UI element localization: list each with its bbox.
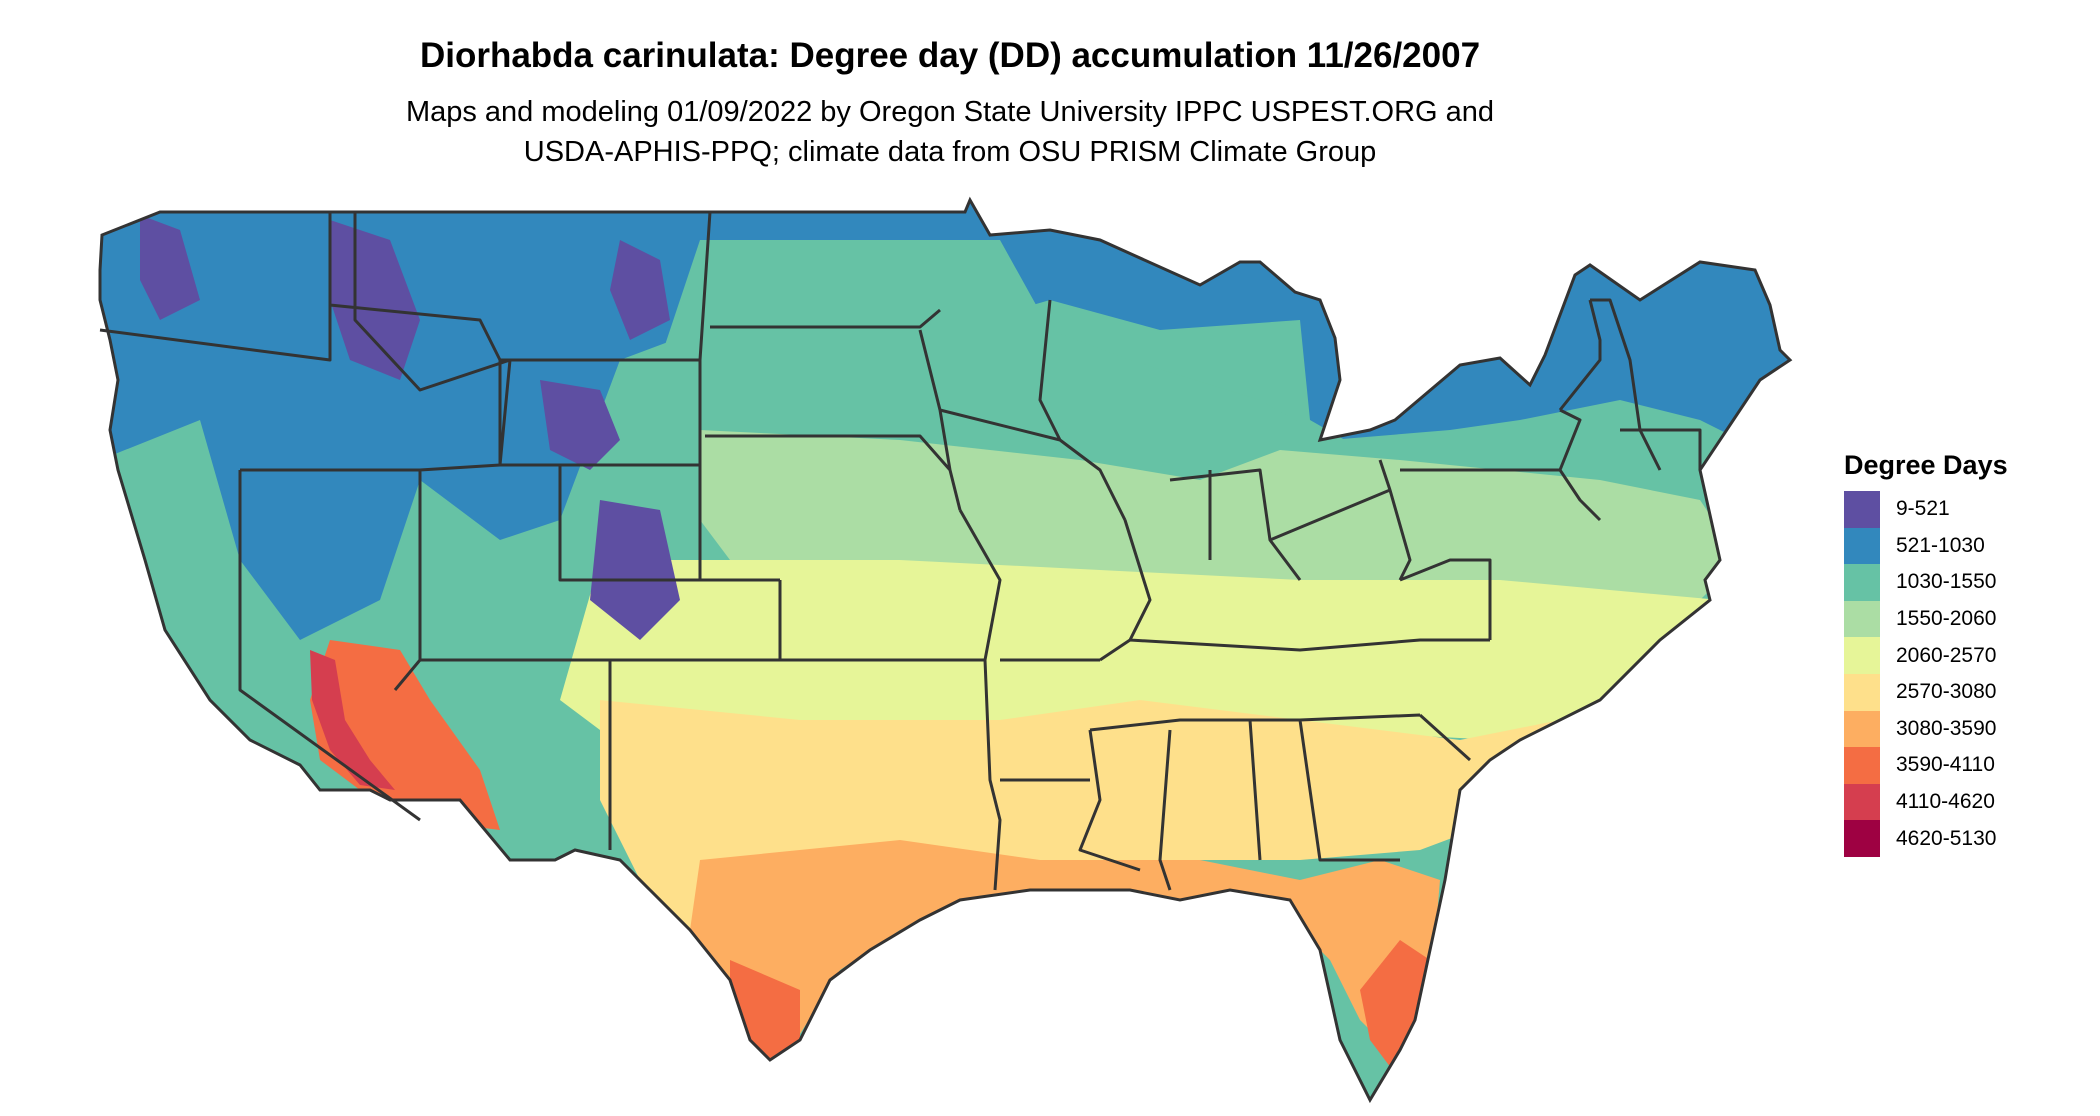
legend-item: 4110-4620 [1844, 783, 2008, 821]
band-9-521-rockies [610, 240, 670, 340]
legend-item: 2060-2570 [1844, 637, 2008, 674]
band-9-521-idaho [330, 220, 420, 380]
legend-swatch [1844, 710, 1880, 748]
legend-title: Degree Days [1844, 450, 2008, 480]
legend-swatch [1844, 564, 1880, 601]
legend-label: 2570-3080 [1896, 680, 1997, 704]
legend-swatch [1844, 747, 1880, 784]
legend-item: 521-1030 [1844, 527, 2008, 565]
legend-swatch [1844, 637, 1880, 674]
band-4110-4620-desert [310, 650, 395, 790]
legend-item: 1550-2060 [1844, 600, 2008, 638]
legend-label: 521-1030 [1896, 533, 1985, 557]
legend-list: 9-521 521-1030 1030-1550 1550-2060 2060-2570… [1844, 491, 2008, 857]
legend-label: 1030-1550 [1896, 570, 1997, 594]
legend-swatch [1844, 783, 1880, 821]
legend-swatch [1844, 820, 1880, 857]
legend-label: 4620-5130 [1896, 826, 1997, 850]
legend: Degree Days 9-521 521-1030 1030-1550 1550-2… [1844, 450, 2008, 857]
legend-label: 3590-4110 [1896, 753, 1995, 777]
legend-label: 9-521 [1896, 497, 1950, 521]
state-boundaries [99, 211, 1702, 891]
legend-item: 3590-4110 [1844, 747, 2008, 784]
legend-item: 1030-1550 [1844, 564, 2008, 601]
map-title: Diorhabda carinulata: Degree day (DD) ac… [419, 36, 1481, 75]
legend-label: 2060-2570 [1896, 643, 1997, 667]
legend-item: 4620-5130 [1844, 820, 2008, 857]
legend-item: 3080-3590 [1844, 710, 2008, 748]
band-9-521-wyoming [540, 380, 620, 470]
legend-label: 3080-3590 [1896, 716, 1997, 740]
subtitle-line-2: USDA-APHIS-PPQ; climate data from OSU PR… [523, 136, 1377, 168]
legend-label: 4110-4620 [1896, 790, 1995, 814]
band-9-521-cascades [140, 215, 200, 320]
legend-item: 9-521 [1844, 491, 2008, 528]
map-subtitle: Maps and modeling 01/09/2022 by Oregon S… [0, 92, 1900, 172]
band-3590-4110-desert [310, 640, 500, 830]
subtitle-line-1: Maps and modeling 01/09/2022 by Oregon S… [405, 96, 1495, 128]
band-9-521-colorado [590, 500, 680, 640]
legend-label: 1550-2060 [1896, 607, 1997, 631]
legend-swatch [1844, 491, 1880, 528]
legend-swatch [1844, 673, 1880, 711]
legend-item: 2570-3080 [1844, 673, 2008, 711]
legend-swatch [1844, 600, 1880, 638]
legend-swatch [1844, 527, 1880, 565]
